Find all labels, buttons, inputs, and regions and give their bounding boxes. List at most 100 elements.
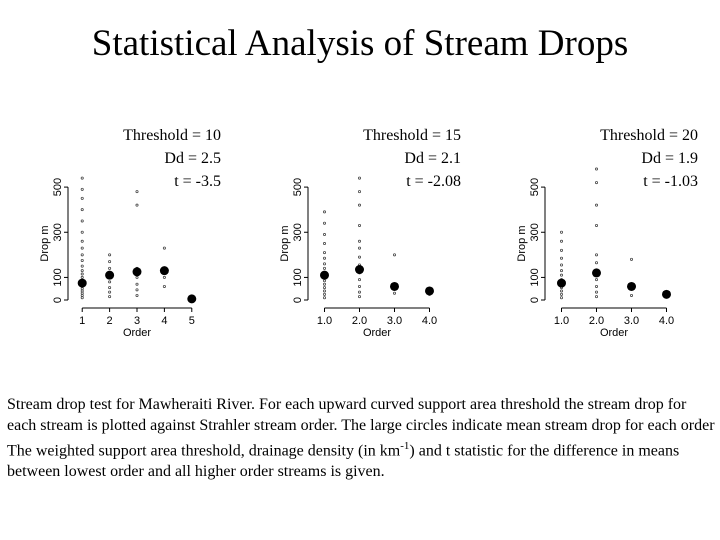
data-point: [108, 260, 112, 264]
y-tick-label: 500: [52, 178, 64, 196]
data-point: [595, 261, 599, 265]
data-point: [595, 295, 599, 299]
data-point: [323, 292, 327, 296]
data-point: [358, 255, 362, 259]
figure-caption: Stream drop test for Mawheraiti River. F…: [7, 394, 717, 482]
caption-text-1: Stream drop test for Mawheraiti River. F…: [7, 396, 715, 460]
data-point: [595, 203, 599, 207]
data-point: [393, 253, 397, 257]
x-axis-label: Order: [363, 327, 391, 339]
x-tick-label: 1.0: [317, 315, 332, 327]
y-tick-label: 500: [292, 178, 304, 196]
data-point: [358, 290, 362, 294]
chart-3: 0 100 300 500 Drop m 1.0 2.0 3.0 4.0 Order Thresho…: [516, 127, 698, 339]
mean-point: [320, 270, 329, 280]
data-point: [108, 280, 112, 284]
y-tick-label: 0: [529, 297, 541, 303]
data-point: [595, 284, 599, 288]
data-point: [595, 278, 599, 282]
mean-point: [425, 286, 434, 296]
data-point: [323, 262, 327, 266]
data-point: [560, 273, 564, 277]
y-tick-label: 0: [52, 297, 64, 303]
chart-panel-1: 0 100 300 500 Drop m 1 2 3 4 5 Order Threshold = 10…: [39, 120, 285, 340]
mean-point: [132, 267, 142, 277]
y-tick-label: 500: [529, 178, 541, 196]
caption-superscript: -1: [400, 440, 410, 452]
mean-point: [592, 268, 601, 278]
data-point: [162, 284, 166, 288]
data-point: [323, 233, 327, 237]
data-point: [358, 190, 362, 194]
data-point: [135, 275, 139, 279]
data-point: [323, 251, 327, 255]
data-point: [595, 223, 599, 227]
x-tick-label: 2.0: [589, 315, 604, 327]
data-point: [358, 223, 362, 227]
chart-annotation-line: Dd = 1.9: [641, 150, 698, 167]
x-tick-label: 4.0: [422, 315, 437, 327]
data-point: [560, 248, 564, 252]
chart-1: 0 100 300 500 Drop m 1 2 3 4 5 Order Threshold = 10…: [39, 127, 221, 339]
x-axis-label: Order: [123, 327, 151, 339]
y-axis-label: Drop m: [516, 226, 528, 262]
x-tick-label: 1: [79, 315, 85, 327]
data-point: [80, 258, 84, 262]
x-tick-label: 3.0: [387, 315, 402, 327]
y-axis-label: Drop m: [279, 226, 291, 262]
data-point: [560, 296, 564, 300]
y-tick-label: 300: [52, 223, 64, 241]
data-point: [80, 187, 84, 191]
data-point: [323, 289, 327, 293]
mean-point: [627, 281, 636, 291]
data-point: [560, 230, 564, 234]
data-point: [595, 290, 599, 294]
data-point: [135, 203, 139, 207]
y-tick-label: 300: [292, 223, 304, 241]
x-tick-label: 5: [189, 315, 195, 327]
mean-point: [105, 270, 115, 280]
chart-annotation-line: Dd = 2.1: [404, 150, 461, 167]
chart-panel-2: 0 100 300 500 Drop m 1.0 2.0 3.0 4.0 Order Thresho…: [279, 120, 525, 340]
data-point: [108, 295, 112, 299]
mean-point: [187, 294, 197, 304]
x-tick-label: 2.0: [352, 315, 367, 327]
data-point: [393, 291, 397, 295]
y-tick-label: 100: [529, 268, 541, 286]
data-point: [560, 269, 564, 273]
data-point: [80, 275, 84, 279]
data-point: [560, 292, 564, 296]
data-point: [135, 293, 139, 297]
data-point: [108, 266, 112, 270]
data-point: [595, 253, 599, 257]
data-point: [323, 210, 327, 214]
chart-annotation-line: Threshold = 10: [123, 127, 221, 144]
x-tick-label: 1.0: [554, 315, 569, 327]
data-point: [80, 208, 84, 212]
data-point: [80, 219, 84, 223]
x-axis-label: Order: [600, 327, 628, 339]
x-tick-label: 2: [107, 315, 113, 327]
page-title: Statistical Analysis of Stream Drops: [91, 23, 629, 64]
data-point: [323, 221, 327, 225]
chart-annotation-line: Threshold = 20: [600, 127, 698, 144]
mean-point: [390, 281, 399, 291]
chart-annotation-line: t = -2.08: [406, 173, 461, 190]
data-point: [595, 181, 599, 185]
data-point: [135, 282, 139, 286]
chart-annotation-line: t = -3.5: [174, 173, 221, 190]
caption-text-2: ) and t statistic for the difference in …: [7, 442, 680, 481]
mean-point: [662, 289, 671, 299]
data-point: [358, 246, 362, 250]
x-tick-label: 4.0: [659, 315, 674, 327]
data-point: [80, 253, 84, 257]
y-tick-label: 100: [292, 268, 304, 286]
data-point: [323, 279, 327, 283]
data-point: [560, 289, 564, 293]
data-point: [323, 296, 327, 300]
chart-annotation-line: Threshold = 15: [363, 127, 461, 144]
x-tick-label: 4: [161, 315, 167, 327]
data-point: [323, 256, 327, 260]
data-point: [358, 239, 362, 243]
data-point: [323, 266, 327, 270]
